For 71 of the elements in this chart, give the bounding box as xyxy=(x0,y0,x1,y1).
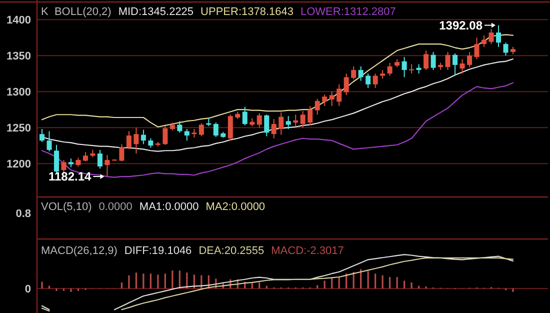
candlestick xyxy=(387,62,392,76)
candlestick xyxy=(308,105,313,126)
candlestick xyxy=(148,138,154,148)
text: LOWER:1312.2807 xyxy=(300,6,396,18)
annotation: 1182.14 xyxy=(48,169,92,184)
candlestick xyxy=(329,91,334,106)
y-tick-label: 1400 xyxy=(6,14,31,27)
candlestick xyxy=(184,128,190,142)
candlestick xyxy=(97,149,102,170)
candlestick xyxy=(496,24,502,48)
y-tick-label: 1200 xyxy=(6,158,31,171)
candlestick xyxy=(213,122,218,138)
candlestick xyxy=(488,28,494,45)
text: 0.0000 xyxy=(98,201,132,213)
candlestick xyxy=(300,110,306,128)
text: MA2:0.0000 xyxy=(206,201,266,213)
candlestick xyxy=(119,144,124,162)
candlestick xyxy=(336,84,342,106)
candlestick xyxy=(198,122,204,137)
candlestick xyxy=(278,112,284,136)
candlestick xyxy=(40,128,44,142)
candlestick xyxy=(482,34,487,48)
candlestick xyxy=(430,51,436,70)
y-tick-label: 1250 xyxy=(6,122,31,135)
candlestick xyxy=(293,114,298,127)
candlestick xyxy=(452,52,458,76)
line-series xyxy=(41,82,514,179)
annotation: 1392.08 xyxy=(439,18,483,32)
candlestick xyxy=(140,129,146,145)
candlestick xyxy=(416,64,422,74)
candlestick xyxy=(228,114,233,142)
candlestick xyxy=(372,73,378,88)
candlestick xyxy=(286,116,291,130)
text: UPPER:1378.1643 xyxy=(200,6,294,18)
candlestick xyxy=(503,42,508,56)
text: DEA:20.2555 xyxy=(198,245,264,257)
ref-line-label: 0 xyxy=(24,284,31,296)
text: VOL(5,10) xyxy=(41,201,92,213)
candlestick xyxy=(358,66,364,82)
candlestick xyxy=(467,51,472,68)
text: DIFF:19.1046 xyxy=(124,245,192,257)
candlestick xyxy=(460,58,465,74)
candlestick xyxy=(366,73,371,88)
candlestick xyxy=(474,37,480,60)
candlestick xyxy=(409,64,414,74)
y-tick-label: 1350 xyxy=(6,50,31,63)
candlestick xyxy=(126,130,132,150)
candlestick xyxy=(134,127,139,154)
candlestick xyxy=(242,106,248,126)
candlestick xyxy=(314,98,320,116)
candlestick xyxy=(424,50,429,70)
chart-title: K BOLL(20,2) xyxy=(41,6,112,18)
candlestick xyxy=(177,120,182,134)
text: 0.8 xyxy=(16,208,31,220)
candlestick xyxy=(322,94,328,106)
candlestick xyxy=(402,56,407,78)
candlestick xyxy=(351,66,356,80)
candlestick xyxy=(256,112,262,128)
candlestick xyxy=(344,73,349,96)
candlestick xyxy=(445,51,450,70)
candlestick xyxy=(82,152,88,162)
candlestick xyxy=(264,114,270,137)
candlestick xyxy=(271,118,276,139)
chart-title: MACD(26,12,9) xyxy=(41,245,118,257)
candlestick xyxy=(46,130,52,152)
candlestick xyxy=(104,154,110,177)
series-label: MACD:-2.3017 xyxy=(271,245,344,257)
candlestick xyxy=(162,126,168,146)
y-tick-label: 1300 xyxy=(6,86,31,99)
text: MA1:0.0000 xyxy=(139,201,199,213)
text: MID:1345.2225 xyxy=(118,6,194,18)
